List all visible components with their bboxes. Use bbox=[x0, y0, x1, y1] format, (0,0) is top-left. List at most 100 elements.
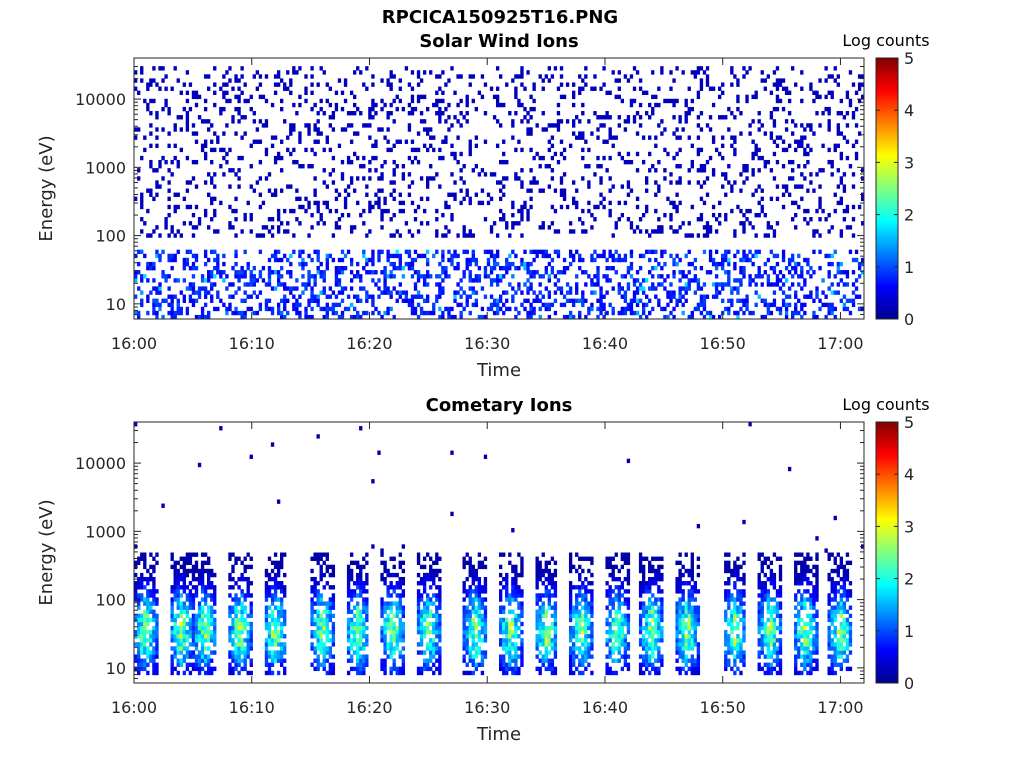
heatmap-cell bbox=[398, 560, 402, 566]
heatmap-cell bbox=[316, 127, 320, 132]
heatmap-cell bbox=[386, 613, 390, 619]
heatmap-cell bbox=[155, 650, 159, 655]
heatmap-cell bbox=[328, 585, 333, 590]
heatmap-cell bbox=[386, 310, 390, 316]
heatmap-cell bbox=[775, 274, 780, 279]
heatmap-cell bbox=[234, 650, 238, 655]
heatmap-cell bbox=[149, 143, 153, 149]
heatmap-cell bbox=[134, 593, 138, 598]
heatmap-cell bbox=[541, 294, 545, 299]
heatmap-cell bbox=[389, 581, 393, 586]
heatmap-cell bbox=[797, 139, 801, 144]
heatmap-cell bbox=[322, 642, 326, 647]
heatmap-cell bbox=[520, 589, 524, 594]
heatmap-cell bbox=[200, 119, 205, 124]
heatmap-cell bbox=[140, 192, 144, 197]
heatmap-cell bbox=[724, 282, 728, 287]
heatmap-cell bbox=[249, 601, 253, 606]
heatmap-cell bbox=[763, 86, 767, 91]
heatmap-cell bbox=[392, 634, 396, 639]
heatmap-cell bbox=[742, 164, 746, 169]
heatmap-cell bbox=[495, 302, 500, 308]
heatmap-cell bbox=[559, 94, 564, 100]
heatmap-cell bbox=[155, 662, 159, 667]
heatmap-cell bbox=[325, 139, 329, 144]
heatmap-cell bbox=[483, 650, 488, 655]
heatmap-cell bbox=[197, 662, 202, 667]
heatmap-cell bbox=[690, 310, 694, 316]
heatmap-cell bbox=[325, 564, 329, 570]
heatmap-cell bbox=[237, 286, 241, 291]
heatmap-cell bbox=[772, 302, 777, 308]
heatmap-cell bbox=[742, 274, 746, 279]
heatmap-cell bbox=[532, 155, 536, 161]
heatmap-cell bbox=[690, 204, 694, 210]
heatmap-cell bbox=[137, 585, 141, 590]
heatmap-cell bbox=[176, 568, 180, 574]
heatmap-cell bbox=[602, 155, 606, 161]
heatmap-cell bbox=[307, 233, 311, 238]
heatmap-cell bbox=[514, 265, 518, 271]
heatmap-cell bbox=[240, 593, 244, 598]
heatmap-cell bbox=[134, 642, 138, 647]
heatmap-cell bbox=[325, 82, 329, 87]
heatmap-cell bbox=[164, 102, 168, 108]
heatmap-cell bbox=[179, 658, 183, 663]
heatmap-cell bbox=[264, 306, 269, 312]
heatmap-cell bbox=[438, 286, 442, 291]
heatmap-cell bbox=[787, 90, 792, 96]
heatmap-cell bbox=[432, 601, 436, 606]
heatmap-cell bbox=[179, 564, 183, 570]
heatmap-cell bbox=[839, 196, 844, 202]
heatmap-cell bbox=[663, 212, 667, 218]
heatmap-cell bbox=[833, 274, 837, 279]
heatmap-cell bbox=[346, 625, 351, 631]
heatmap-cell bbox=[359, 589, 363, 594]
heatmap-cell bbox=[797, 164, 801, 169]
heatmap-cell bbox=[191, 625, 196, 631]
heatmap-cell bbox=[617, 123, 621, 128]
heatmap-cell bbox=[207, 617, 211, 623]
heatmap-cell bbox=[365, 270, 369, 275]
heatmap-cell bbox=[191, 265, 196, 271]
heatmap-cell bbox=[526, 217, 530, 222]
heatmap-cell bbox=[380, 217, 384, 222]
heatmap-cell bbox=[304, 286, 308, 291]
heatmap-cell bbox=[784, 278, 789, 283]
heatmap-cell bbox=[562, 172, 567, 177]
heatmap-cell bbox=[188, 597, 193, 602]
heatmap-cell bbox=[264, 593, 269, 598]
heatmap-cell bbox=[708, 310, 713, 316]
heatmap-cell bbox=[839, 270, 844, 275]
heatmap-cell bbox=[422, 662, 427, 667]
heatmap-cell bbox=[325, 200, 329, 206]
heatmap-cell bbox=[155, 642, 159, 647]
heatmap-cell bbox=[596, 164, 600, 169]
heatmap-cell bbox=[203, 290, 208, 295]
heatmap-cell bbox=[213, 666, 217, 672]
heatmap-cell bbox=[149, 98, 153, 104]
heatmap-cell bbox=[596, 135, 600, 140]
heatmap-cell bbox=[413, 217, 418, 222]
heatmap-cell bbox=[334, 102, 339, 108]
heatmap-cell bbox=[210, 200, 214, 206]
heatmap-cell bbox=[502, 576, 506, 582]
heatmap-cell bbox=[696, 151, 701, 157]
heatmap-cell bbox=[435, 568, 439, 574]
heatmap-cell bbox=[356, 629, 360, 635]
heatmap-cell bbox=[562, 294, 567, 299]
heatmap-cell bbox=[340, 298, 345, 303]
heatmap-cell bbox=[502, 274, 506, 279]
heatmap-cell bbox=[258, 290, 263, 295]
heatmap-cell bbox=[173, 585, 177, 590]
heatmap-cell bbox=[328, 286, 333, 291]
heatmap-cell bbox=[392, 261, 396, 267]
heatmap-cell bbox=[258, 306, 263, 312]
heatmap-cell bbox=[359, 212, 363, 218]
heatmap-cell bbox=[438, 593, 442, 598]
heatmap-cell bbox=[231, 294, 235, 299]
heatmap-cell bbox=[237, 270, 241, 275]
heatmap-cell bbox=[395, 605, 399, 610]
heatmap-cell bbox=[483, 585, 488, 590]
heatmap-cell bbox=[343, 204, 348, 210]
